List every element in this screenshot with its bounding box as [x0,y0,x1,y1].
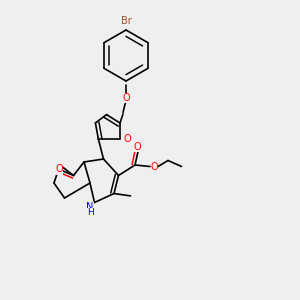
Text: H: H [87,208,93,217]
Text: O: O [122,92,130,103]
Text: N: N [86,202,94,212]
Text: O: O [134,142,141,152]
Text: Br: Br [121,16,131,26]
Text: O: O [151,161,158,172]
Text: O: O [56,164,63,175]
Text: O: O [124,134,131,144]
